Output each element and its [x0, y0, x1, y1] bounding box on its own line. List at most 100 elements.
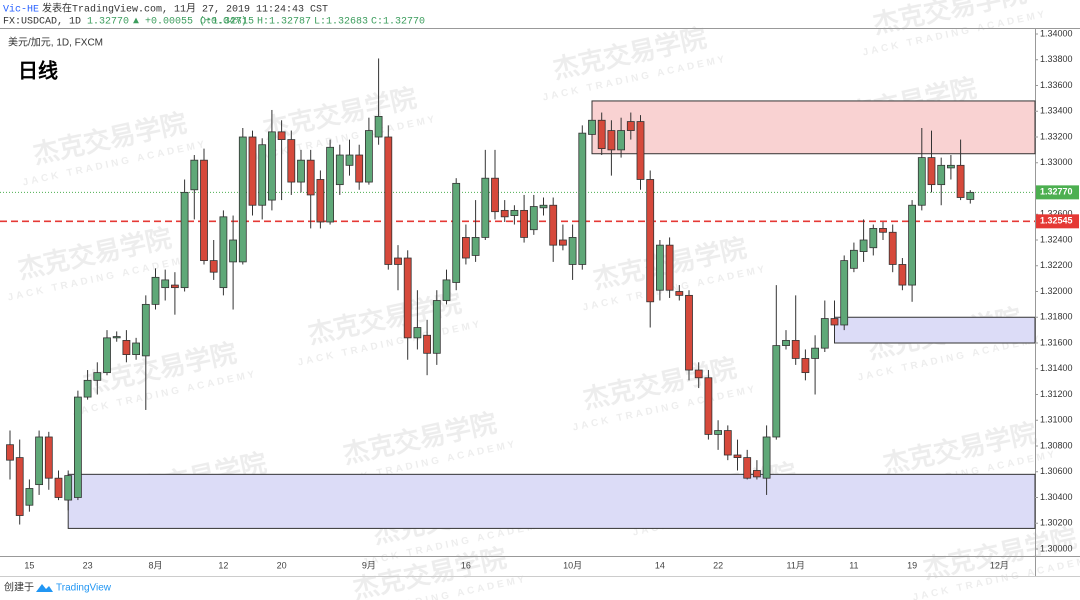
y-tick-label: 1.33200	[1040, 131, 1073, 141]
candle-body	[229, 239, 238, 263]
candle-body	[326, 146, 335, 223]
candle-body	[122, 340, 131, 355]
candle-body	[753, 470, 761, 478]
candle-body	[859, 239, 868, 252]
y-tick-label: 1.31000	[1040, 415, 1073, 425]
candle-body	[675, 291, 684, 296]
candle-body	[25, 488, 34, 506]
candle-body	[743, 457, 752, 479]
candle-body	[656, 244, 664, 291]
candle-body	[811, 347, 819, 359]
candle-body	[151, 276, 160, 305]
candle-body	[791, 340, 800, 359]
instrument: 美元/加元, 1D, FXCM	[8, 36, 103, 49]
candle-body	[432, 300, 441, 354]
candle-body	[947, 164, 955, 169]
candle-body	[258, 144, 267, 206]
x-tick-label: 12	[218, 560, 228, 570]
y-tick-label: 1.31600	[1040, 337, 1073, 347]
y-tick-label: 1.34000	[1040, 28, 1073, 38]
candle-body	[578, 132, 587, 265]
x-tick-label: 12月	[990, 560, 1009, 570]
candle-body	[200, 159, 208, 262]
open: O:1.32715	[200, 17, 254, 28]
candle-body	[112, 336, 121, 339]
candle-body	[500, 209, 509, 218]
candle-body	[908, 204, 916, 286]
candle-body	[6, 444, 14, 461]
candle-body	[442, 279, 451, 301]
candle-body	[74, 396, 82, 498]
x-tick-label: 9月	[362, 560, 376, 570]
x-tick-label: 19	[907, 560, 917, 570]
candle-body	[607, 130, 616, 151]
candle-body	[685, 294, 693, 371]
y-tick-label: 1.31200	[1040, 389, 1073, 399]
candle-body	[413, 327, 422, 339]
y-tick-label: 1.32200	[1040, 260, 1073, 270]
x-tick-label: 10月	[563, 560, 582, 570]
candle-body	[287, 139, 296, 183]
candle-body	[335, 154, 344, 186]
candle-body	[879, 228, 887, 233]
candle-body	[520, 209, 528, 238]
candle-body	[180, 191, 189, 289]
brand-logo	[36, 584, 53, 592]
candle-body	[782, 340, 790, 346]
candle-body	[898, 264, 907, 286]
footer-brand[interactable]: TradingView	[56, 583, 112, 594]
last-price-box	[1036, 185, 1079, 200]
y-tick-label: 1.32600	[1040, 209, 1073, 219]
candle-body	[927, 157, 936, 186]
candle-body	[549, 204, 558, 246]
change: ▲ +0.00055 (+0.04%)	[133, 16, 247, 28]
y-tick-label: 1.31400	[1040, 363, 1073, 373]
author[interactable]: Vic-HE	[3, 4, 39, 16]
candle-body	[801, 358, 810, 374]
candle-body	[481, 177, 490, 238]
candle-body	[316, 179, 325, 223]
x-tick-label: 14	[655, 560, 665, 570]
candle-body	[219, 216, 228, 289]
candle-body	[44, 436, 53, 479]
y-tick-label: 1.33600	[1040, 80, 1073, 90]
candle-body	[103, 337, 111, 374]
candle-body	[714, 430, 722, 435]
candle-body	[529, 206, 538, 231]
y-tick-label: 1.30000	[1040, 543, 1073, 553]
candle-body	[93, 372, 102, 381]
candle-body	[869, 228, 878, 249]
candle-body	[64, 475, 73, 501]
y-tick-label: 1.30800	[1040, 440, 1073, 450]
candle-body	[297, 159, 305, 183]
candle-body	[850, 249, 858, 269]
y-tick-label: 1.30600	[1040, 466, 1073, 476]
zone	[834, 316, 1036, 344]
candle-body	[820, 318, 829, 349]
candle-body	[161, 279, 170, 289]
plot: 1.30000 1.30200 1.30400 1.30600 1.30800 1.310…	[0, 28, 1079, 570]
candle-body	[306, 159, 315, 196]
zone	[591, 100, 1036, 155]
candle-body	[559, 239, 567, 246]
y-tick-label: 1.33800	[1040, 54, 1073, 64]
y-tick-label: 1.32000	[1040, 286, 1073, 296]
candle-body	[491, 177, 499, 213]
candle-body	[588, 119, 596, 135]
x-tick-label: 15	[24, 560, 34, 570]
candle-body	[888, 231, 897, 265]
level-label: 1.32545	[1040, 216, 1073, 226]
candle-body	[423, 334, 432, 354]
x-tick-label: 11月	[787, 560, 805, 570]
y-tick-label: 1.30400	[1040, 492, 1073, 502]
candle-body	[364, 130, 373, 183]
candle-body	[510, 209, 519, 216]
candle-body	[394, 257, 402, 265]
candle-body	[917, 157, 926, 206]
candle-body	[35, 436, 43, 486]
low: L:1.32683	[314, 17, 368, 28]
